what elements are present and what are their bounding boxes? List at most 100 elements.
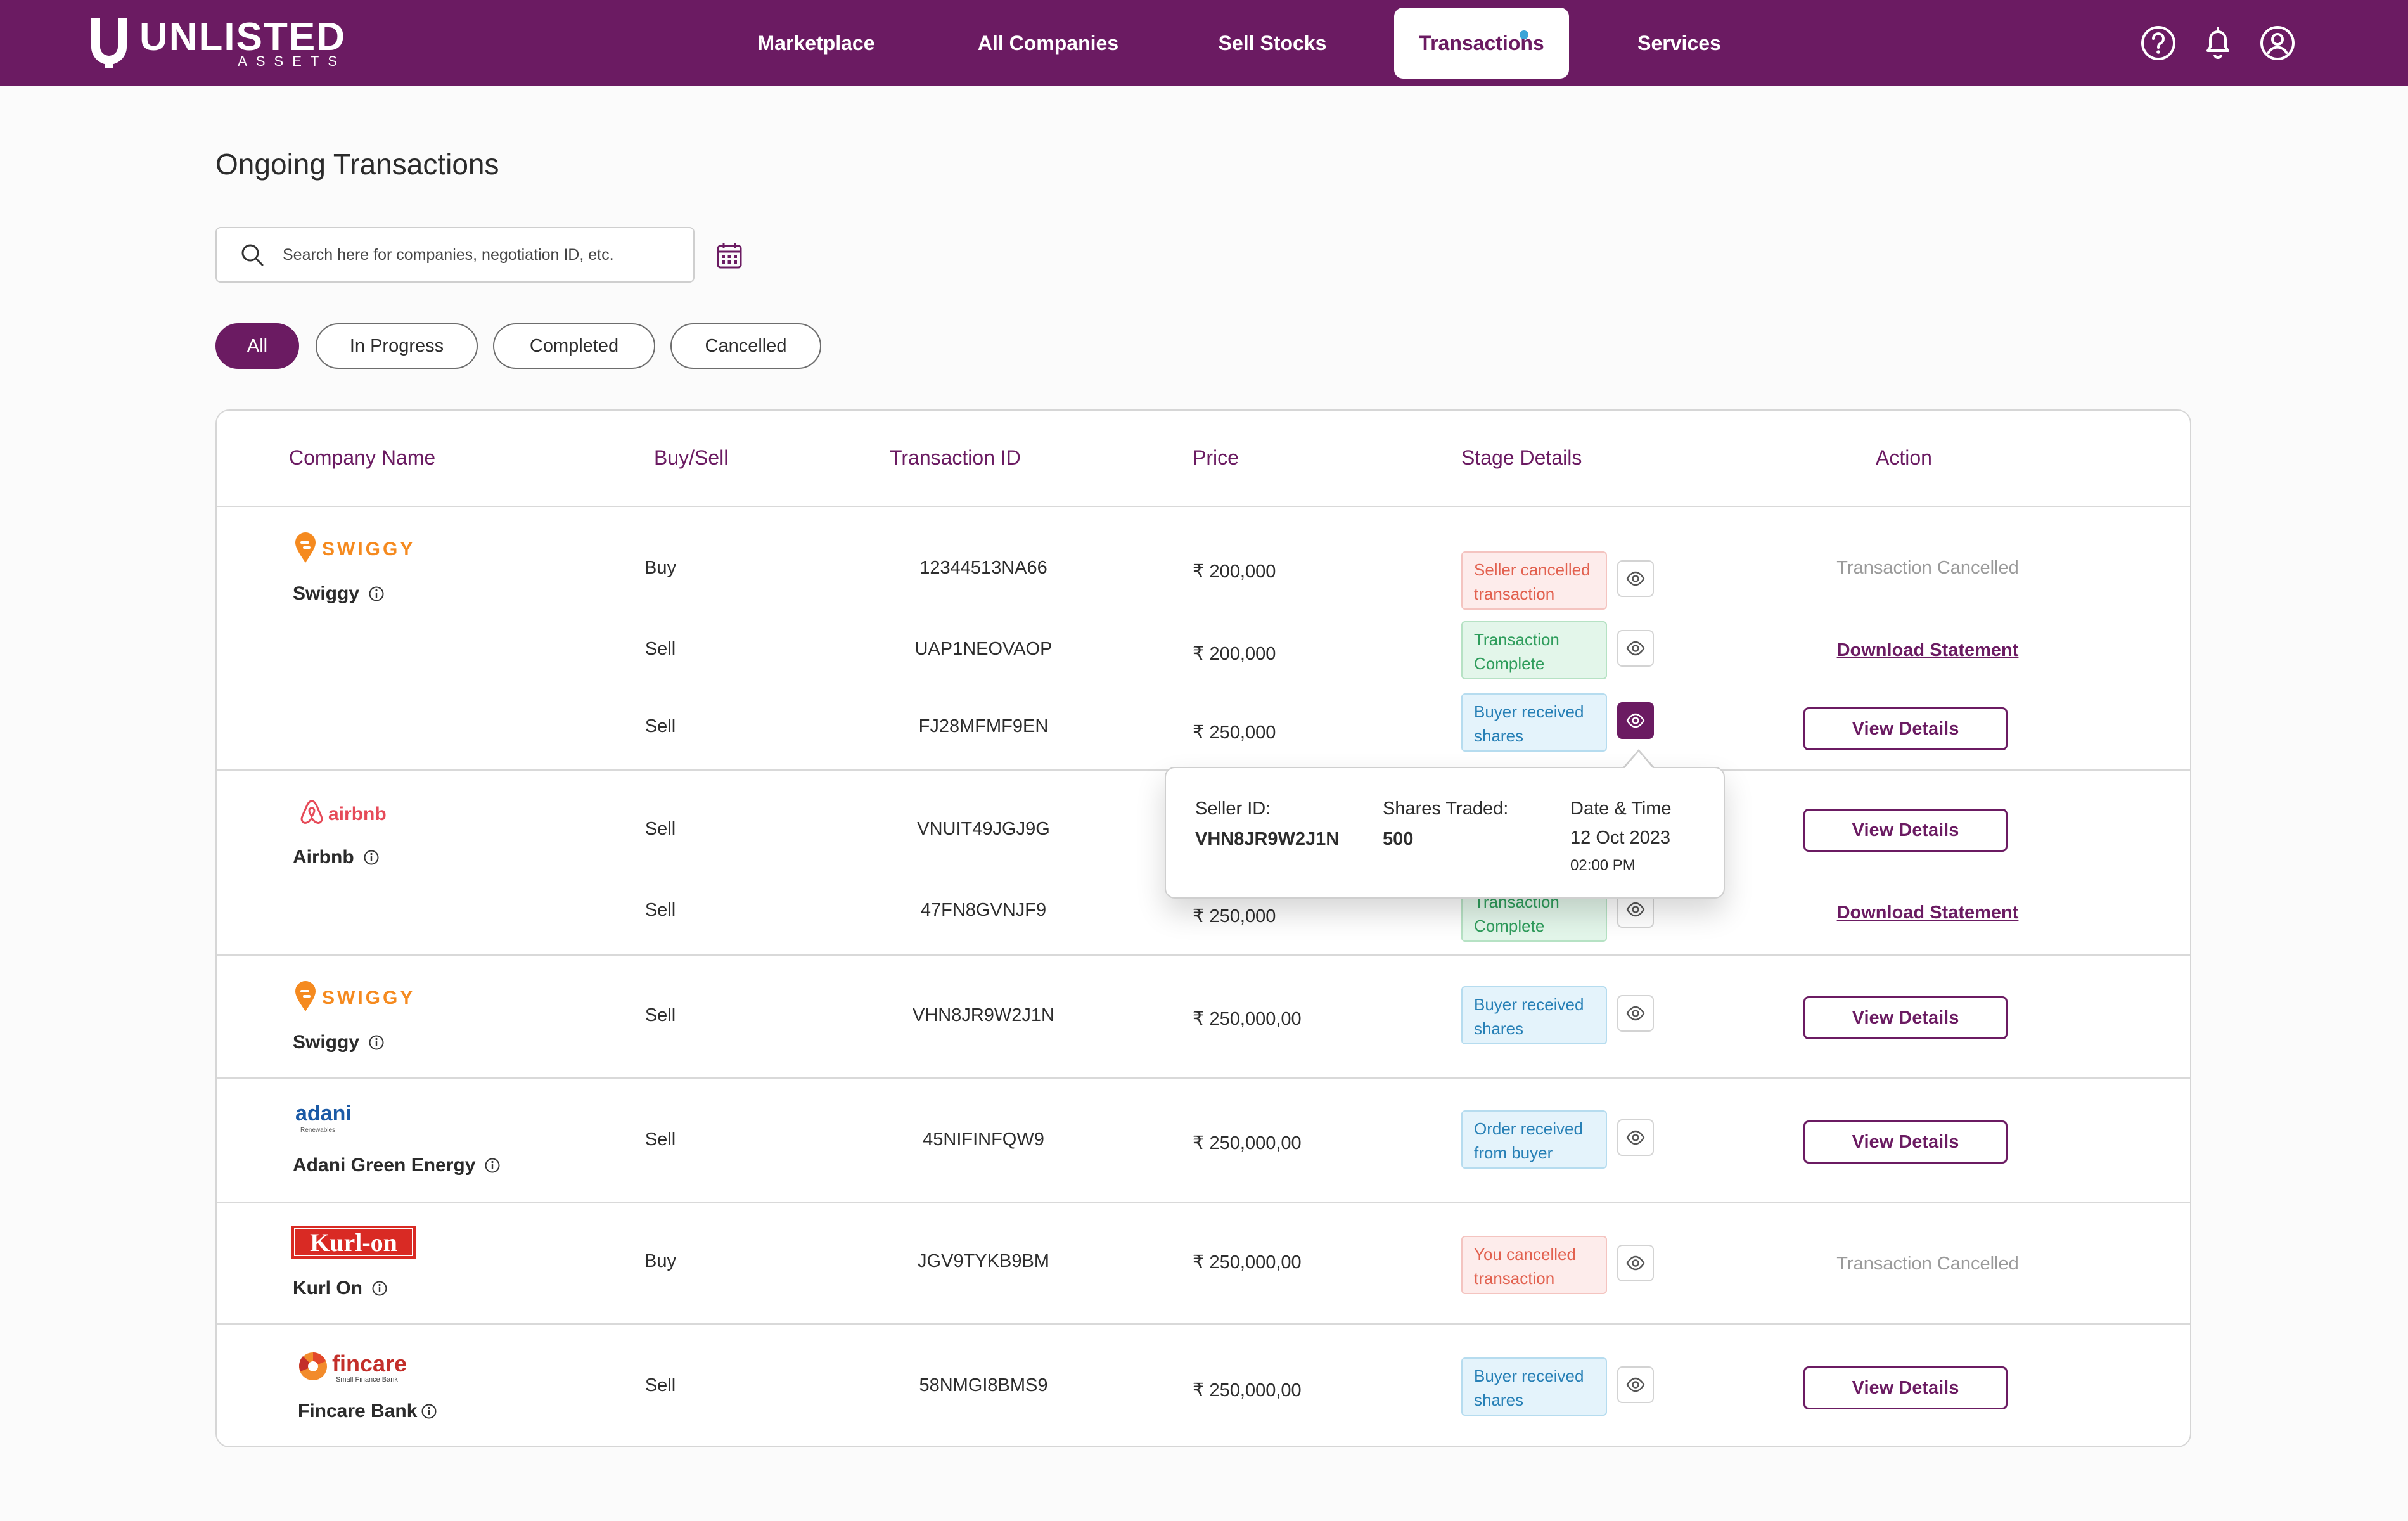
price: ₹ 250,000,00: [1193, 1252, 1302, 1273]
trade-type: Sell: [644, 1129, 676, 1150]
col-price: Price: [1193, 446, 1239, 469]
company-name-text: Swiggy: [293, 583, 360, 604]
stage-badge-buyer-received: Buyer received shares: [1461, 1357, 1607, 1416]
company-name-fincare: Fincare Bank: [298, 1401, 437, 1422]
search-icon: [241, 244, 264, 266]
info-icon[interactable]: [484, 1157, 501, 1174]
filter-in-progress[interactable]: In Progress: [316, 323, 478, 369]
info-icon[interactable]: [371, 1280, 388, 1297]
top-navbar: UNLISTED ASSETS Marketplace All Companie…: [0, 0, 2408, 86]
download-statement-link[interactable]: Download Statement: [1836, 640, 2019, 660]
fincare-logo-subtext: Small Finance Bank: [336, 1376, 398, 1383]
price: ₹ 250,000: [1193, 722, 1276, 743]
info-icon[interactable]: [368, 1034, 385, 1051]
trade-type: Sell: [644, 716, 676, 736]
time-value: 02:00 PM: [1570, 857, 1636, 874]
transaction-id: UAP1NEOVAOP: [914, 639, 1053, 659]
filter-all[interactable]: All: [215, 323, 299, 369]
eye-icon: [1626, 641, 1645, 656]
stage-badge-you-cancelled: You cancelled transaction: [1461, 1236, 1607, 1294]
trade-type: Buy: [644, 558, 676, 578]
shares-traded-label: Shares Traded:: [1383, 799, 1509, 819]
bell-icon[interactable]: [2199, 24, 2237, 62]
company-logo-airbnb: airbnb: [300, 795, 402, 836]
col-transaction-id: Transaction ID: [890, 446, 1021, 469]
nav-all-companies[interactable]: All Companies: [977, 32, 1119, 55]
trade-type: Sell: [644, 900, 676, 920]
seller-id-label: Seller ID:: [1195, 799, 1271, 819]
nav-marketplace[interactable]: Marketplace: [757, 32, 875, 55]
nav-transactions[interactable]: Transactions: [1394, 8, 1569, 79]
view-stage-button[interactable]: [1617, 1119, 1654, 1156]
seller-id-value: VHN8JR9W2J1N: [1195, 829, 1340, 849]
company-logo-swiggy: SWIGGY: [293, 530, 419, 571]
transaction-id: 12344513NA66: [919, 558, 1047, 578]
action-transaction-cancelled: Transaction Cancelled: [1836, 1254, 2019, 1274]
brand-logo[interactable]: UNLISTED ASSETS: [89, 14, 346, 72]
filter-cancelled[interactable]: Cancelled: [670, 323, 821, 369]
calendar-icon[interactable]: [715, 241, 744, 270]
stage-details-popover: Seller ID: VHN8JR9W2J1N Shares Traded: 5…: [1165, 767, 1725, 899]
eye-icon: [1626, 902, 1645, 917]
company-name-adani: Adani Green Energy: [293, 1155, 501, 1176]
view-details-button[interactable]: View Details: [1803, 996, 2008, 1039]
kurlon-logo-text: Kurl-on: [310, 1228, 397, 1257]
transaction-id: 45NIFINFQW9: [923, 1129, 1044, 1150]
info-icon[interactable]: [421, 1403, 437, 1420]
search-input[interactable]: [283, 245, 676, 264]
eye-icon: [1626, 1255, 1645, 1271]
user-icon[interactable]: [2258, 24, 2296, 62]
row-divider: [217, 1077, 2190, 1079]
info-icon[interactable]: [363, 849, 380, 866]
transaction-id: 58NMGI8BMS9: [919, 1375, 1048, 1396]
trade-type: Sell: [644, 1375, 676, 1396]
company-name-kurlon: Kurl On: [293, 1278, 388, 1299]
header-divider: [217, 506, 2190, 507]
brand-shield-icon: [91, 18, 127, 68]
stage-badge-buyer-received: Buyer received shares: [1461, 986, 1607, 1044]
col-buy-sell: Buy/Sell: [654, 446, 729, 469]
view-stage-button[interactable]: [1617, 1366, 1654, 1403]
eye-icon: [1626, 713, 1645, 728]
price: ₹ 200,000: [1193, 644, 1276, 664]
trade-type: Buy: [644, 1251, 676, 1271]
swiggy-logo-text: SWIGGY: [322, 539, 415, 560]
company-name-swiggy: Swiggy: [293, 583, 385, 605]
view-details-button[interactable]: View Details: [1803, 707, 2008, 750]
view-stage-button[interactable]: [1617, 630, 1654, 667]
eye-icon: [1626, 1130, 1645, 1145]
col-action: Action: [1876, 446, 1932, 469]
filter-completed[interactable]: Completed: [493, 323, 655, 369]
info-icon[interactable]: [368, 586, 385, 602]
row-divider: [217, 954, 2190, 956]
view-details-button[interactable]: View Details: [1803, 1120, 2008, 1164]
view-stage-button-active[interactable]: [1617, 702, 1654, 739]
eye-icon: [1626, 1377, 1645, 1392]
view-details-button[interactable]: View Details: [1803, 1366, 2008, 1409]
adani-logo-subtext: Renewables: [300, 1127, 335, 1134]
nav-sell-stocks[interactable]: Sell Stocks: [1218, 32, 1327, 55]
date-value: 12 Oct 2023: [1570, 828, 1670, 848]
search-box: [215, 227, 695, 283]
nav-services[interactable]: Services: [1637, 32, 1721, 55]
company-name-text: Adani Green Energy: [293, 1155, 476, 1176]
company-name-swiggy: Swiggy: [293, 1032, 385, 1053]
brand-name: UNLISTED: [139, 15, 346, 59]
row-divider: [217, 1202, 2190, 1203]
company-name-text: Swiggy: [293, 1032, 360, 1053]
shares-traded-value: 500: [1383, 829, 1414, 849]
help-icon[interactable]: [2139, 24, 2177, 62]
transaction-id: JGV9TYKB9BM: [918, 1251, 1049, 1271]
view-stage-button[interactable]: [1617, 560, 1654, 597]
swiggy-logo-text: SWIGGY: [322, 987, 415, 1008]
view-stage-button[interactable]: [1617, 1245, 1654, 1281]
col-company-name: Company Name: [289, 446, 436, 469]
action-transaction-cancelled: Transaction Cancelled: [1836, 558, 2019, 578]
transactions-table: Company Name Buy/Sell Transaction ID Pri…: [215, 409, 2191, 1447]
airbnb-logo-text: airbnb: [328, 804, 387, 825]
eye-icon: [1626, 1006, 1645, 1021]
download-statement-link[interactable]: Download Statement: [1836, 902, 2019, 923]
view-stage-button[interactable]: [1617, 995, 1654, 1032]
notification-dot: [1520, 30, 1528, 39]
view-details-button[interactable]: View Details: [1803, 809, 2008, 852]
